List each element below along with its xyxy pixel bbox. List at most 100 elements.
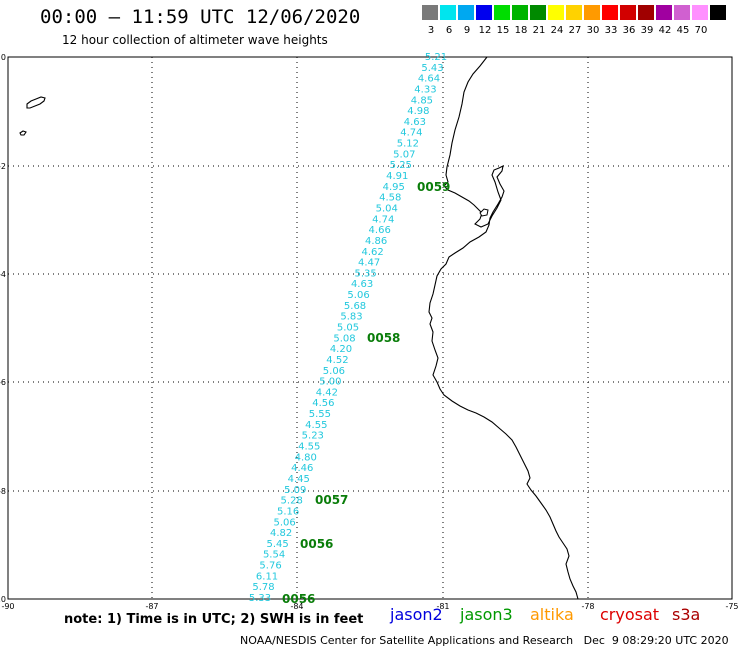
swh-value: 4.86 xyxy=(365,236,387,247)
lat-tick-label: 0 xyxy=(1,53,6,62)
legend-label: 42 xyxy=(658,25,672,36)
swh-value: 5.76 xyxy=(259,561,281,572)
legend-swatch xyxy=(710,5,726,20)
satellite-jason2: jason2 xyxy=(390,605,443,624)
legend-label: 3 xyxy=(427,25,435,36)
map-title: 00:00 – 11:59 UTC 12/06/2020 xyxy=(40,6,361,28)
swh-value: 4.82 xyxy=(270,528,292,539)
legend-label: 6 xyxy=(445,25,453,36)
swh-value: 6.11 xyxy=(256,571,278,582)
pass-time-label: 0057 xyxy=(315,493,348,507)
legend-label: 12 xyxy=(478,25,492,36)
swh-value: 4.58 xyxy=(379,193,401,204)
legend-swatch xyxy=(620,5,636,20)
swh-value: 4.42 xyxy=(316,387,338,398)
swh-value: 4.45 xyxy=(288,474,310,485)
lon-tick-label: -81 xyxy=(436,602,449,611)
swh-value: 4.46 xyxy=(291,463,313,474)
axis-tick-labels: 0 -2 -4 -6 -8 -10-90 -87 -84 -81 -78 -75 xyxy=(0,53,739,611)
swh-value: 4.20 xyxy=(330,344,352,355)
legend-swatch xyxy=(566,5,582,20)
swh-value: 5.09 xyxy=(284,485,306,496)
legend-label: 39 xyxy=(640,25,654,36)
pass-time-label: 0059 xyxy=(417,180,450,194)
swh-value: 4.55 xyxy=(305,420,327,431)
legend-label: 18 xyxy=(514,25,528,36)
swh-value: 4.56 xyxy=(312,398,334,409)
swh-value: 4.55 xyxy=(298,442,320,453)
swh-value: 5.83 xyxy=(340,312,362,323)
legend-label: 24 xyxy=(550,25,564,36)
swh-value: 5.55 xyxy=(309,409,331,420)
swh-value: 5.08 xyxy=(333,333,355,344)
swh-value: 5.06 xyxy=(323,366,345,377)
swh-value: 4.98 xyxy=(407,106,429,117)
swh-value: 4.91 xyxy=(386,171,408,182)
legend-label: 33 xyxy=(604,25,618,36)
swh-value: 5.33 xyxy=(249,593,271,604)
lat-tick-label: -6 xyxy=(0,378,6,387)
jason3-track-swh-labels: 5.215.434.644.334.854.984.634.745.125.07… xyxy=(249,52,447,604)
lon-tick-label: -84 xyxy=(290,602,303,611)
legend-swatch xyxy=(422,5,438,20)
lat-tick-label: -10 xyxy=(0,595,6,604)
lat-tick-label: -4 xyxy=(0,270,6,279)
legend-swatch xyxy=(440,5,456,20)
map-subtitle: 12 hour collection of altimeter wave hei… xyxy=(62,33,328,47)
lat-tick-label: -8 xyxy=(0,487,6,496)
legend-label: 27 xyxy=(568,25,582,36)
swh-value: 4.63 xyxy=(404,117,426,128)
legend-swatch xyxy=(494,5,510,20)
legend-label: 9 xyxy=(463,25,471,36)
swh-value: 5.07 xyxy=(393,149,415,160)
swh-value: 5.43 xyxy=(421,63,443,74)
swh-value: 5.78 xyxy=(252,582,274,593)
south-america-coastline xyxy=(428,56,579,600)
lon-tick-label: -78 xyxy=(581,602,594,611)
legend-swatch xyxy=(674,5,690,20)
swh-value: 4.80 xyxy=(295,452,317,463)
swh-value: 5.23 xyxy=(302,431,324,442)
swh-value: 5.05 xyxy=(337,323,359,334)
swh-value: 4.66 xyxy=(369,225,391,236)
legend-swatch xyxy=(476,5,492,20)
legend-swatch xyxy=(656,5,672,20)
legend-swatch xyxy=(512,5,528,20)
swh-value: 4.52 xyxy=(326,355,348,366)
swh-value: 5.04 xyxy=(376,203,398,214)
pass-time-labels: 0059 0058 0057 0056 0056 xyxy=(282,180,450,606)
swh-value: 4.74 xyxy=(400,128,422,139)
lon-tick-label: -87 xyxy=(145,602,158,611)
swh-value: 5.25 xyxy=(390,160,412,171)
units-note: note: 1) Time is in UTC; 2) SWH is in fe… xyxy=(64,612,364,627)
legend-swatch xyxy=(638,5,654,20)
swh-value: 4.47 xyxy=(358,258,380,269)
lat-tick-label: -2 xyxy=(0,162,6,171)
legend-label: 15 xyxy=(496,25,510,36)
swh-value: 5.54 xyxy=(263,550,285,561)
puna-island xyxy=(479,208,489,217)
legend-swatch xyxy=(584,5,600,20)
lon-tick-label: -90 xyxy=(1,602,14,611)
legend-label: 36 xyxy=(622,25,636,36)
lon-tick-label: -75 xyxy=(725,602,738,611)
pass-time-label: 0058 xyxy=(367,331,400,345)
legend-swatch xyxy=(602,5,618,20)
swh-value: 5.06 xyxy=(274,517,296,528)
legend-label: 30 xyxy=(586,25,600,36)
satellite-cryosat: cryosat xyxy=(600,605,660,624)
swh-value: 5.12 xyxy=(397,139,419,150)
swh-value: 5.35 xyxy=(354,268,376,279)
legend-label: 70 xyxy=(694,25,708,36)
legend-swatch xyxy=(692,5,708,20)
swh-value: 5.68 xyxy=(344,301,366,312)
lat-lon-grid xyxy=(8,57,732,599)
satellite-jason3: jason3 xyxy=(460,605,513,624)
legend-swatch xyxy=(548,5,564,20)
galapagos-isabela-island xyxy=(26,96,46,109)
legend-label: 21 xyxy=(532,25,546,36)
swh-value: 5.00 xyxy=(319,377,341,388)
swh-value: 4.63 xyxy=(351,279,373,290)
footer-credit: NOAA/NESDIS Center for Satellite Applica… xyxy=(240,634,729,647)
